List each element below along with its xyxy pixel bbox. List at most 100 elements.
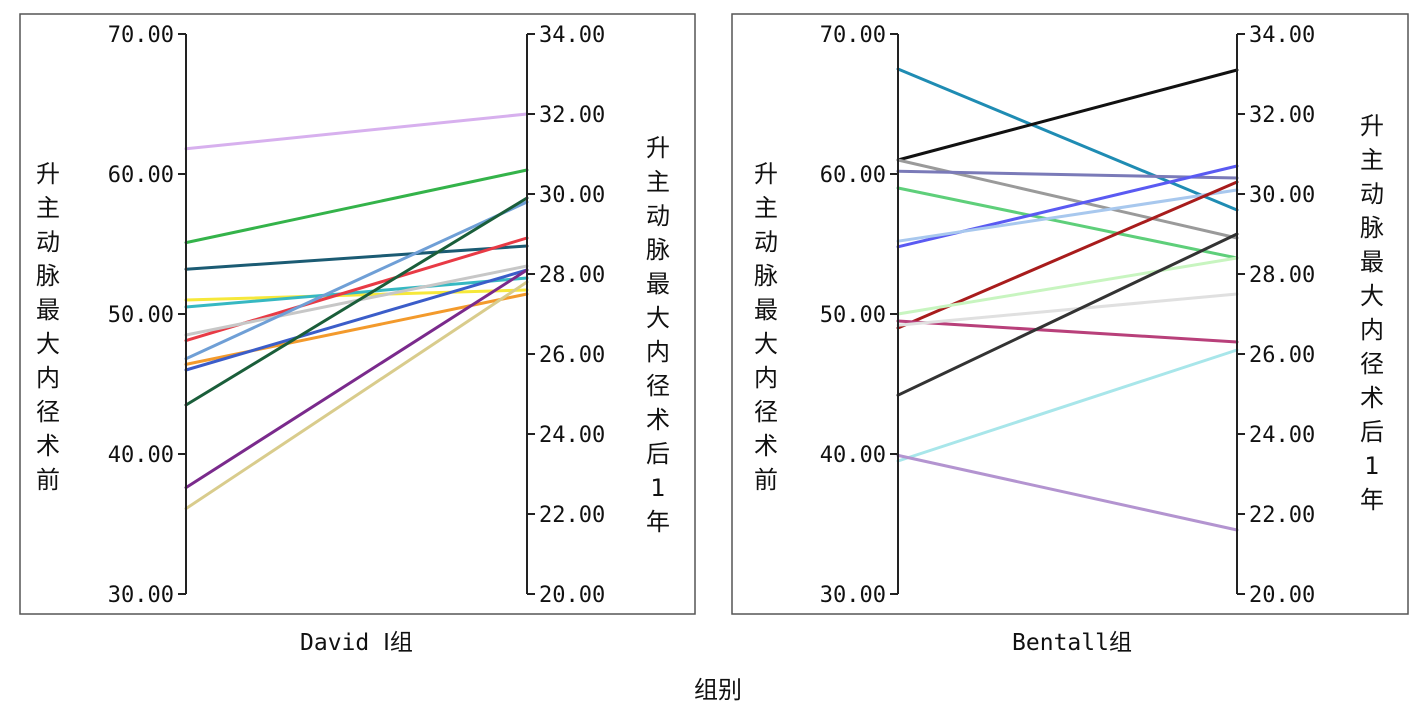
left-tick-label: 50.00: [108, 303, 174, 328]
series-line-1: [896, 67, 1239, 212]
series-line-13: [184, 280, 529, 511]
right-axis-title-char: 径: [646, 372, 670, 400]
left-axis-title-char: 径: [754, 398, 778, 426]
series-line-13: [896, 348, 1239, 463]
right-axis-title-char: 动: [1360, 180, 1384, 208]
right-axis-title-char: 径: [1360, 350, 1384, 378]
left-tick-label: 40.00: [108, 443, 174, 468]
right-tick-label: 20.00: [539, 583, 605, 608]
series-line-7: [896, 188, 1239, 243]
left-tick-label: 70.00: [108, 23, 174, 48]
right-tick-label: 26.00: [539, 343, 605, 368]
series-line-11: [896, 292, 1239, 327]
right-tick-label: 32.00: [1249, 103, 1315, 128]
series-line-11: [184, 196, 529, 407]
right-axis-title-char: 脉: [646, 236, 670, 264]
panel-frame: [731, 13, 1409, 615]
right-axis-title-char: 年: [646, 508, 670, 536]
series-line-1: [184, 112, 529, 151]
right-tick-label: 34.00: [539, 23, 605, 48]
right-axis: 20.00 22.00 24.00 26.00 28.00 30.00 32.00 34.00: [1236, 23, 1315, 608]
right-axis-title-char: 1: [650, 474, 665, 502]
series-line-2: [896, 68, 1239, 162]
right-tick-label: 30.00: [539, 183, 605, 208]
left-tick-label: 60.00: [820, 163, 886, 188]
right-tick-label: 34.00: [1249, 23, 1315, 48]
right-axis-title-char: 最: [1360, 248, 1384, 276]
left-axis-title-char: 升: [754, 160, 778, 188]
right-axis-title-char: 内: [1360, 316, 1384, 344]
right-axis-title-char: 术: [646, 406, 670, 434]
left-axis-title-char: 最: [36, 296, 60, 324]
left-axis-title-char: 主: [754, 194, 778, 222]
panel-2: 30.00 40.00 50.00 60.00 70.00 20.00 22.00 24.00…: [731, 13, 1409, 656]
left-axis-title-char: 脉: [36, 262, 60, 290]
right-tick-label: 22.00: [539, 503, 605, 528]
right-axis-title-char: 术: [1360, 384, 1384, 412]
left-axis-title-char: 最: [754, 296, 778, 324]
left-axis: 30.00 40.00 50.00 60.00 70.00: [820, 23, 899, 608]
left-axis-title-char: 动: [36, 228, 60, 256]
right-tick-label: 24.00: [539, 423, 605, 448]
left-axis-title-char: 前: [754, 466, 778, 494]
right-axis-title-char: 1: [1364, 452, 1379, 480]
right-tick-label: 28.00: [1249, 263, 1315, 288]
panel-frame: [19, 13, 696, 615]
series-lines: [184, 112, 529, 511]
left-tick-label: 70.00: [820, 23, 886, 48]
series-line-3: [184, 244, 529, 271]
right-axis-title-char: 大: [646, 304, 670, 332]
left-axis-title-char: 内: [36, 364, 60, 392]
series-line-9: [896, 319, 1239, 344]
left-axis-title-char: 前: [36, 466, 60, 494]
series-lines: [896, 67, 1239, 532]
left-axis-title-char: 大: [754, 330, 778, 358]
series-line-12: [896, 232, 1239, 397]
left-axis-title-char: 动: [754, 228, 778, 256]
right-axis-title-char: 后: [1360, 418, 1384, 446]
left-axis-title-char: 升: [36, 160, 60, 188]
right-tick-label: 24.00: [1249, 423, 1315, 448]
x-axis-label: 组别: [694, 676, 742, 704]
right-tick-label: 20.00: [1249, 583, 1315, 608]
right-tick-label: 22.00: [1249, 503, 1315, 528]
series-line-10: [184, 268, 529, 372]
right-tick-label: 30.00: [1249, 183, 1315, 208]
series-line-2: [184, 168, 529, 245]
right-axis-title-char: 主: [646, 168, 670, 196]
left-tick-label: 40.00: [820, 443, 886, 468]
right-axis-title-char: 后: [646, 440, 670, 468]
right-tick-label: 32.00: [539, 103, 605, 128]
series-line-5: [184, 276, 529, 309]
right-axis-title-char: 年: [1360, 486, 1384, 514]
left-axis-title-char: 内: [754, 364, 778, 392]
right-axis: 20.00 22.00 24.00 26.00 28.00 30.00 32.00 34.00: [526, 23, 605, 608]
left-axis-title-char: 脉: [754, 262, 778, 290]
left-tick-label: 30.00: [820, 583, 886, 608]
right-axis-title-char: 最: [646, 270, 670, 298]
panel-category-label: Bentall组: [1012, 630, 1132, 656]
right-axis-title-char: 内: [646, 338, 670, 366]
right-axis-title-char: 动: [646, 202, 670, 230]
right-axis-title-char: 脉: [1360, 214, 1384, 242]
left-axis-title-char: 大: [36, 330, 60, 358]
panel-1: 30.00 40.00 50.00 60.00 70.00 20.00 22.00 24.00…: [19, 13, 696, 656]
series-line-4: [184, 288, 529, 302]
right-tick-label: 28.00: [539, 263, 605, 288]
right-axis-title-char: 升: [646, 134, 670, 162]
series-line-10: [896, 256, 1239, 316]
series-line-8: [184, 200, 529, 361]
left-tick-label: 30.00: [108, 583, 174, 608]
left-tick-label: 50.00: [820, 303, 886, 328]
left-axis-title-char: 主: [36, 194, 60, 222]
panel-category-label: David Ⅰ组: [300, 630, 413, 656]
left-axis-title-char: 术: [36, 432, 60, 460]
right-axis-title-char: 主: [1360, 146, 1384, 174]
left-tick-label: 60.00: [108, 163, 174, 188]
right-axis-title-char: 大: [1360, 282, 1384, 310]
left-axis-title-char: 术: [754, 432, 778, 460]
series-line-4: [896, 169, 1239, 180]
